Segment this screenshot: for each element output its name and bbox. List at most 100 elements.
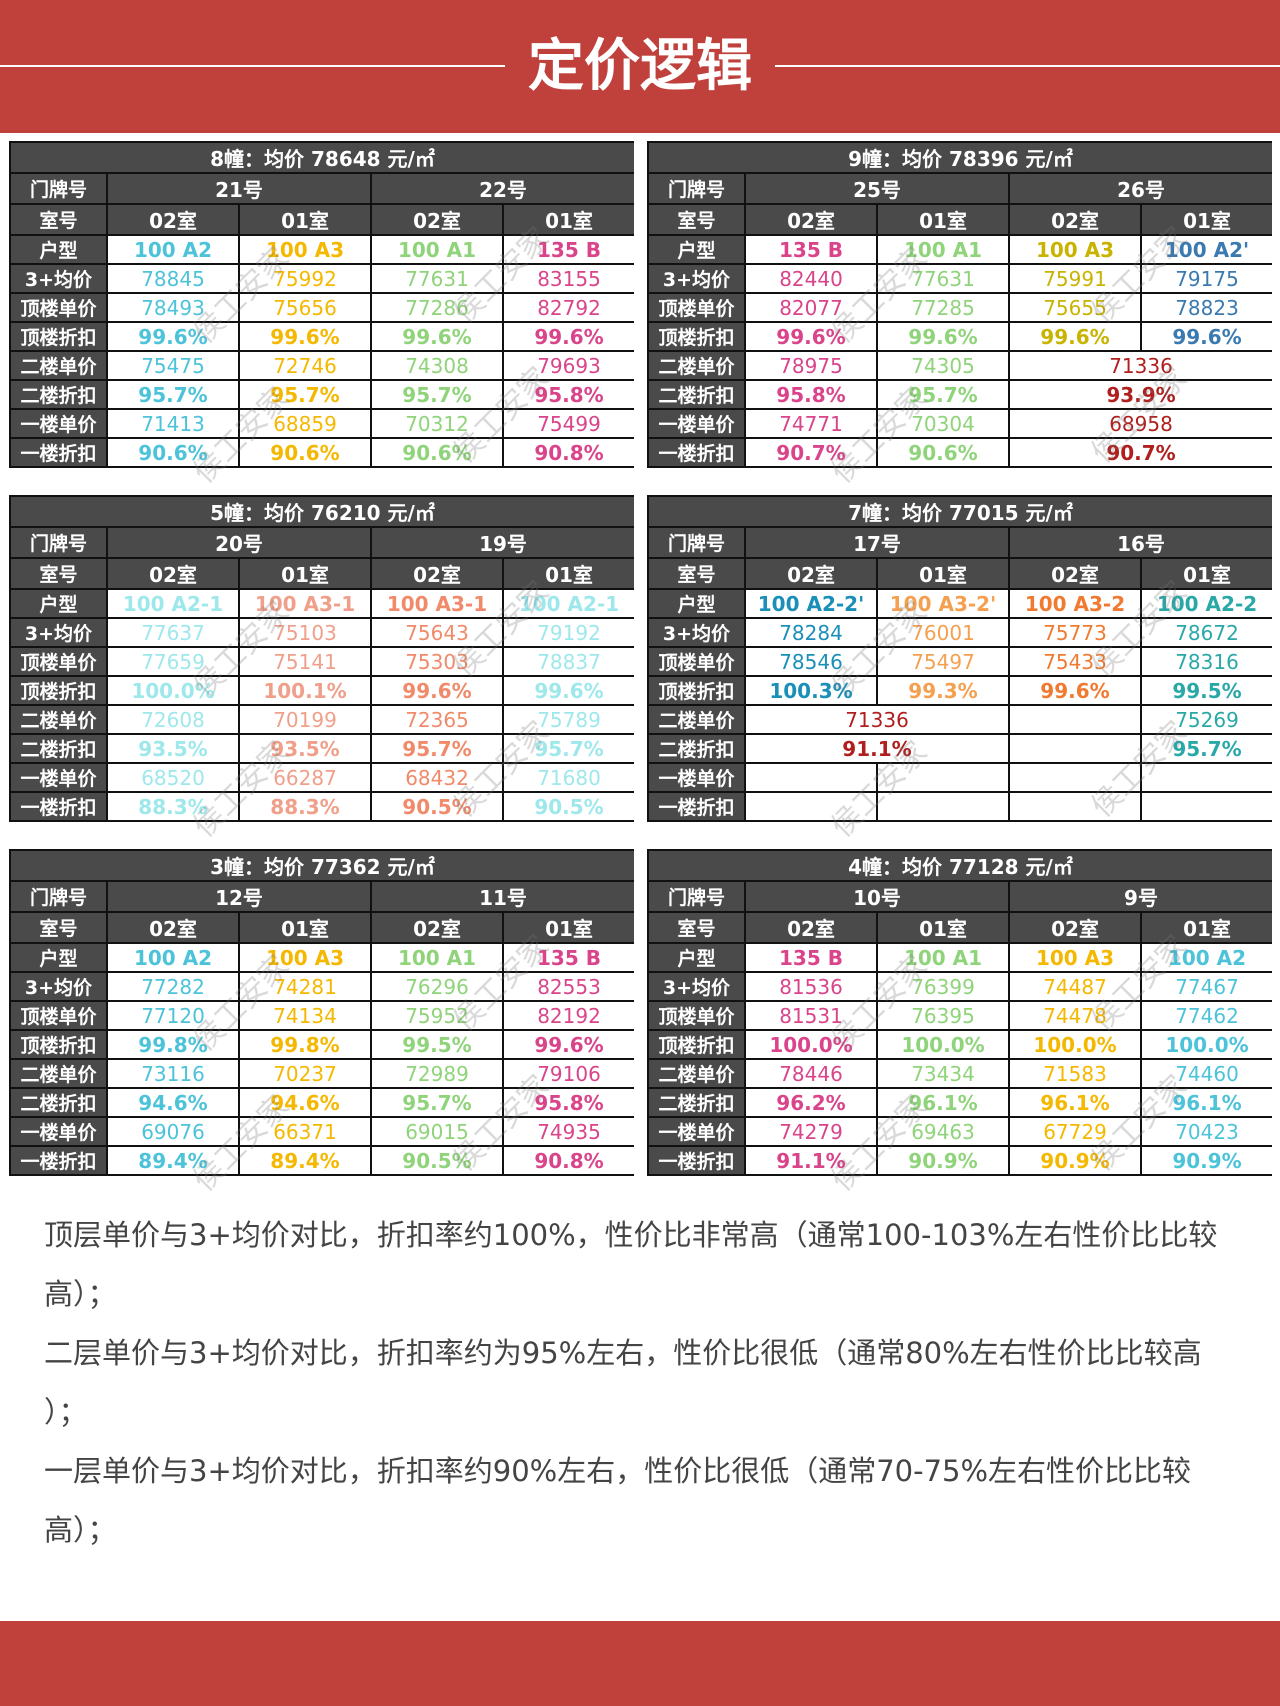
cell: 74279 xyxy=(744,1116,878,1147)
cell: 74460 xyxy=(1139,1058,1272,1089)
cell: 83155 xyxy=(501,263,634,294)
cell: 100.0% xyxy=(1139,1029,1272,1060)
cell: 99.5% xyxy=(370,1029,504,1060)
row-label: 门牌号 xyxy=(9,172,108,205)
data-row: 一楼单价 74279 69463 67729 70423 xyxy=(647,1116,1272,1147)
price-table: 8幢：均价 78648 元/㎡ 门牌号 21号 22号 室号 02室 01室 02室 01室 户型… xyxy=(9,141,634,483)
cell: 70304 xyxy=(876,408,1010,439)
cell: 95.7% xyxy=(370,1087,504,1118)
table-title: 7幢：均价 77015 元/㎡ xyxy=(647,495,1272,528)
door-number: 17号 xyxy=(744,526,1010,559)
cell: 100 A3 xyxy=(238,234,372,265)
row-label: 顶楼折扣 xyxy=(647,1029,746,1060)
cell: 94.6% xyxy=(238,1087,372,1118)
data-row: 顶楼单价 78546 75497 75433 78316 xyxy=(647,646,1272,677)
cell: 77120 xyxy=(106,1000,240,1031)
cell: 78493 xyxy=(106,292,240,323)
empty-cell xyxy=(1008,733,1142,764)
cell: 67729 xyxy=(1008,1116,1142,1147)
row-label: 门牌号 xyxy=(647,526,746,559)
row-label: 3+均价 xyxy=(9,971,108,1002)
cell: 75269 xyxy=(1139,704,1272,735)
row-label: 一楼折扣 xyxy=(647,437,746,468)
cell: 74305 xyxy=(876,350,1010,381)
data-row: 顶楼单价 77120 74134 75952 82192 xyxy=(9,1000,634,1031)
cell: 100 A1 xyxy=(876,942,1010,973)
row-label: 3+均价 xyxy=(9,263,108,294)
cell: 90.6% xyxy=(876,437,1010,468)
merged-cell: 91.1% xyxy=(744,733,1010,764)
row-label: 室号 xyxy=(9,557,108,590)
data-row: 二楼折扣 94.6% 94.6% 95.7% 95.8% xyxy=(9,1087,634,1118)
title-row: 3幢：均价 77362 元/㎡ xyxy=(9,849,634,882)
row-label: 室号 xyxy=(9,911,108,944)
room-number: 01室 xyxy=(1139,911,1272,944)
cell: 90.9% xyxy=(1008,1145,1142,1176)
row-label: 二楼单价 xyxy=(9,350,108,381)
data-row: 二楼单价 73116 70237 72989 79106 xyxy=(9,1058,634,1089)
empty-cell xyxy=(744,762,878,793)
cell: 78845 xyxy=(106,263,240,294)
cell: 100 A1 xyxy=(370,942,504,973)
cell: 77637 xyxy=(106,617,240,648)
cell: 99.6% xyxy=(876,321,1010,352)
cell: 79192 xyxy=(501,617,634,648)
cell: 71413 xyxy=(106,408,240,439)
cell: 78316 xyxy=(1139,646,1272,677)
cell: 90.6% xyxy=(238,437,372,468)
row-label: 一楼折扣 xyxy=(9,1145,108,1176)
empty-cell xyxy=(1139,762,1272,793)
cell: 79693 xyxy=(501,350,634,381)
cell: 74281 xyxy=(238,971,372,1002)
cell: 99.6% xyxy=(370,321,504,352)
cell: 82440 xyxy=(744,263,878,294)
cell: 75773 xyxy=(1008,617,1142,648)
room-number: 02室 xyxy=(106,557,240,590)
cell: 76296 xyxy=(370,971,504,1002)
cell: 100.0% xyxy=(1008,1029,1142,1060)
title-row: 8幢：均价 78648 元/㎡ xyxy=(9,141,634,174)
row-label: 一楼折扣 xyxy=(647,1145,746,1176)
cell: 135 B xyxy=(501,234,634,265)
row-label: 顶楼单价 xyxy=(9,292,108,323)
cell: 73116 xyxy=(106,1058,240,1089)
empty-cell xyxy=(1008,704,1142,735)
row-label: 顶楼折扣 xyxy=(9,675,108,706)
cell: 76395 xyxy=(876,1000,1010,1031)
price-table: 4幢：均价 77128 元/㎡ 门牌号 10号 9号 室号 02室 01室 02室 01室 户型 1… xyxy=(647,849,1272,1191)
cell: 90.5% xyxy=(370,1145,504,1176)
cell: 72365 xyxy=(370,704,504,735)
cell: 79106 xyxy=(501,1058,634,1089)
cell: 96.1% xyxy=(1008,1087,1142,1118)
row-label: 一楼单价 xyxy=(647,1116,746,1147)
cell: 99.6% xyxy=(744,321,878,352)
cell: 95.7% xyxy=(106,379,240,410)
data-row: 一楼折扣 89.4% 89.4% 90.5% 90.8% xyxy=(9,1145,634,1176)
cell: 99.6% xyxy=(106,321,240,352)
row-label: 室号 xyxy=(647,911,746,944)
data-row: 户型 100 A2-2' 100 A3-2' 100 A3-2 100 A2-2 xyxy=(647,588,1272,619)
row-label: 顶楼折扣 xyxy=(9,1029,108,1060)
cell: 100 A3 xyxy=(238,942,372,973)
cell: 99.6% xyxy=(501,1029,634,1060)
cell: 75141 xyxy=(238,646,372,677)
table: 4幢：均价 77128 元/㎡ 门牌号 10号 9号 室号 02室 01室 02室 01室 户型 1… xyxy=(647,849,1272,1176)
empty-cell xyxy=(1139,791,1272,822)
cell: 90.5% xyxy=(501,791,634,822)
price-table: 9幢：均价 78396 元/㎡ 门牌号 25号 26号 室号 02室 01室 02室 01室 户型… xyxy=(647,141,1272,483)
cell: 77631 xyxy=(876,263,1010,294)
door-row: 门牌号 10号 9号 xyxy=(647,880,1272,913)
cell: 135 B xyxy=(501,942,634,973)
cell: 90.6% xyxy=(106,437,240,468)
cell: 99.6% xyxy=(238,321,372,352)
cell: 79175 xyxy=(1139,263,1272,294)
room-number: 02室 xyxy=(1008,557,1142,590)
price-table: 5幢：均价 76210 元/㎡ 门牌号 20号 19号 室号 02室 01室 02室 01室 户型… xyxy=(9,495,634,837)
merged-cell: 71336 xyxy=(1007,350,1272,381)
cell: 72746 xyxy=(238,350,372,381)
cell: 99.6% xyxy=(1008,675,1142,706)
cell: 78837 xyxy=(501,646,634,677)
room-row: 室号 02室 01室 02室 01室 xyxy=(9,203,634,236)
door-number: 25号 xyxy=(744,172,1010,205)
room-number: 01室 xyxy=(1139,203,1272,236)
